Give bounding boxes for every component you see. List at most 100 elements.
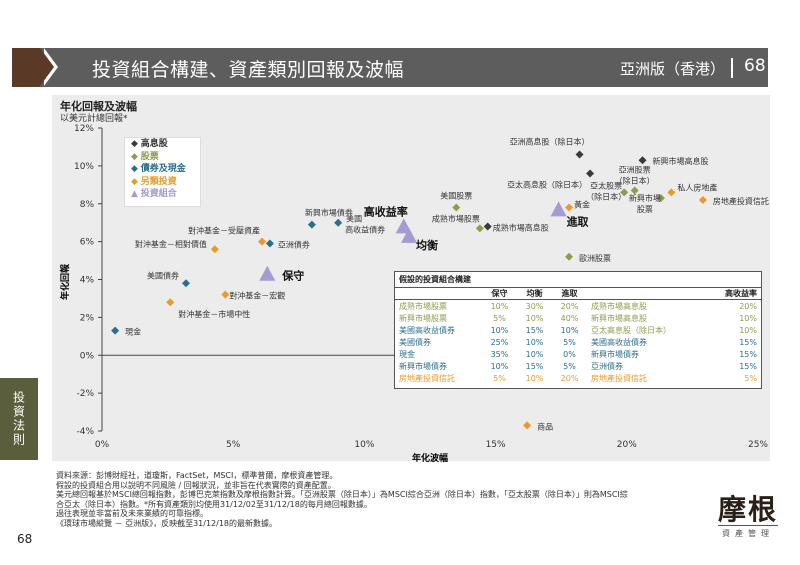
table-header <box>587 288 707 300</box>
data-point-marker <box>307 220 316 229</box>
data-point-marker <box>452 203 461 212</box>
portfolio-table-title: 假設的投資組合構建 <box>395 272 761 288</box>
table-cell: 5% <box>563 361 576 371</box>
table-header: 高收益率 <box>706 288 761 300</box>
y-tick-label: -4% <box>76 427 94 437</box>
x-tick-label: 25% <box>748 440 768 450</box>
chart-title: 年化回報及波幅 <box>60 100 137 113</box>
data-point-label: 均衡 <box>416 238 438 252</box>
portfolio-table: 假設的投資組合構建 保守 均衡 進取 高收益率 成熟市場股票 10% 30% 20% 成熟市場… <box>394 271 762 389</box>
x-tick-label: 10% <box>354 440 374 450</box>
table-cell: 亞洲債券 <box>591 361 624 371</box>
footnote-line: 美元總回報基於MSCI總回報指數，彭博巴克萊指數及摩根指數計算。「亞洲股票（除日… <box>56 490 628 499</box>
data-point-label: （除日本） <box>615 175 655 185</box>
legend-item: ◆ 債券及現金 <box>125 163 200 176</box>
y-tick-label: 4% <box>80 276 95 286</box>
data-point-marker <box>620 188 629 197</box>
table-cell: 15% <box>739 361 757 371</box>
table-cell: 5% <box>744 373 757 383</box>
company-logo: 摩根 資產管理 <box>718 495 779 539</box>
diamond-icon: ◆ <box>131 139 141 149</box>
diamond-icon: ◆ <box>131 164 141 174</box>
data-point-label: 亞太股票 <box>590 180 622 190</box>
data-point-marker <box>111 326 120 335</box>
table-header: 保守 <box>481 288 517 300</box>
table-cell: 20% <box>560 301 579 311</box>
header-bar <box>40 48 768 87</box>
data-point-label: 成熟市場股票 <box>432 213 480 223</box>
table-cell: 5% <box>493 313 506 323</box>
data-point-label: 房地產投資信託 <box>713 196 769 206</box>
table-cell: 美國高收益債券 <box>399 325 455 335</box>
chart-subtitle: 以美元計總回報* <box>60 114 128 124</box>
x-tick-label: 5% <box>226 440 241 450</box>
y-tick-label: 2% <box>80 313 95 323</box>
data-point-label: 美國 <box>346 214 362 224</box>
legend-label: 債券及現金 <box>140 164 186 174</box>
table-cell: 10% <box>739 313 757 323</box>
legend-item: ◆ 另類投資 <box>125 176 200 189</box>
data-point-label: 商品 <box>537 421 553 431</box>
y-tick-label: 6% <box>80 238 95 248</box>
table-cell: 10% <box>560 325 579 335</box>
table-row: 新興市場股票 5% 10% 40% 新興市場高息股 10% <box>395 312 761 324</box>
y-tick-label: 10% <box>74 162 94 172</box>
data-point-marker <box>475 224 484 233</box>
data-point-marker <box>565 252 574 261</box>
table-cell: 房地產投資信託 <box>591 373 648 383</box>
data-point-label: 黃金 <box>574 200 590 210</box>
footnote-line: 合亞太（除日本）指數。*所有資產類別均使用31/12/02至31/12/18的每… <box>56 499 372 509</box>
table-row: 現金 35% 10% 0% 新興市場債券 15% <box>395 348 761 360</box>
legend-item: ▲ 投資組合 <box>125 188 200 201</box>
data-point-label: 保守 <box>281 269 304 283</box>
data-point-marker <box>483 222 492 231</box>
table-cell: 成熟市場股票 <box>399 301 447 311</box>
data-point-label: 亞太高息股（除日本） <box>507 179 587 189</box>
data-point-marker <box>258 237 267 246</box>
footnote-line: 《環球市場縱覽 － 亞洲版》，反映截至31/12/18的最新數據。 <box>56 518 278 528</box>
y-axis-label: 年化回報 <box>59 263 71 300</box>
data-point-label: 歐洲股票 <box>579 253 611 263</box>
table-cell: 40% <box>560 313 579 323</box>
x-tick-label: 0% <box>95 440 110 450</box>
data-point-marker <box>334 218 343 227</box>
data-point-label: 對沖基金－相對價值 <box>135 239 207 249</box>
table-cell: 房地產投資信託 <box>399 373 455 383</box>
table-header: 均衡 <box>516 288 553 300</box>
table-cell: 15% <box>525 361 544 371</box>
x-tick-label: 20% <box>617 440 637 450</box>
footnotes: 資料來源：彭博財經社，道瓊斯，FactSet，MSCI，標準普爾，摩根資產管理。… <box>56 471 628 528</box>
table-cell: 10% <box>525 349 544 359</box>
data-point-marker <box>586 169 595 178</box>
table-cell: 35% <box>490 349 509 359</box>
data-point-marker <box>523 421 532 430</box>
data-point-marker <box>656 194 665 203</box>
table-cell: 15% <box>739 349 757 359</box>
section-tab[interactable]: 投資法則 <box>0 378 38 460</box>
table-row: 成熟市場股票 10% 30% 20% 成熟市場高息股 20% <box>395 300 761 313</box>
data-point-label: 股票 <box>637 205 653 214</box>
table-cell: 10% <box>739 325 757 335</box>
triangle-icon: ▲ <box>131 189 141 199</box>
data-point-label: 新興市場債券 <box>305 208 353 218</box>
chart-legend: ◆ 高息股 ◆ 股票 ◆ 債券及現金 ◆ 另類投資 ▲ 投資組合 <box>124 137 201 207</box>
data-point-label: 亞洲債券 <box>278 240 310 250</box>
y-tick-label: -2% <box>76 389 94 399</box>
table-cell: 10% <box>490 361 509 371</box>
legend-label: 另類投資 <box>140 176 177 187</box>
edition-label: 亞洲版（香港） <box>620 60 726 78</box>
table-row: 新興市場債券 10% 15% 5% 亞洲債券 15% <box>395 360 761 372</box>
table-cell: 10% <box>490 301 509 311</box>
table-cell: 20% <box>739 301 757 311</box>
table-cell: 10% <box>525 313 544 323</box>
data-point-label: 對沖基金－受壓資產 <box>188 226 260 236</box>
table-cell: 0% <box>563 349 576 359</box>
legend-label: 投資組合 <box>140 189 177 199</box>
legend-label: 股票 <box>140 151 159 162</box>
table-cell: 美國高收益債券 <box>591 337 648 347</box>
header-divider <box>731 58 733 78</box>
y-tick-label: 0% <box>80 351 95 361</box>
data-point-marker <box>166 298 175 307</box>
footnote-line: 過往表現並非當前及未來業績的可靠指標。 <box>56 509 208 518</box>
